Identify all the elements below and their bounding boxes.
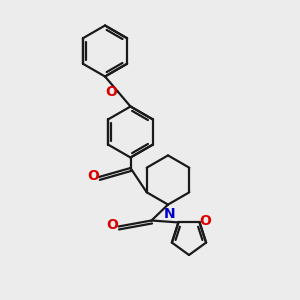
Text: O: O — [199, 214, 211, 228]
Text: O: O — [105, 85, 117, 98]
Text: O: O — [87, 169, 99, 182]
Text: N: N — [164, 207, 175, 221]
Text: O: O — [106, 218, 118, 232]
